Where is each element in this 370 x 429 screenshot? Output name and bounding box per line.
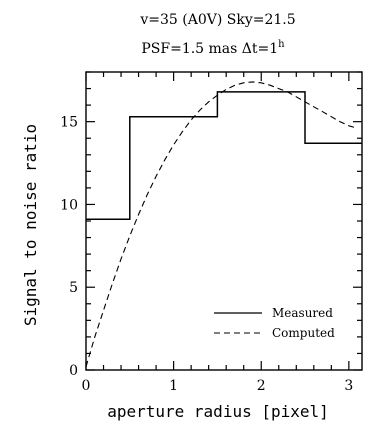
series-computed-line — [85, 81, 358, 367]
x-axis-label: aperture radius [pixel] — [107, 402, 329, 421]
legend-computed-label: Computed — [272, 326, 335, 340]
header-line-2: PSF=1.5 mas Δt=1h — [141, 39, 285, 57]
y-tick-label: 15 — [60, 115, 78, 131]
x-tick-label: 0 — [82, 378, 91, 394]
y-tick-label: 5 — [69, 280, 78, 296]
y-tick-label: 0 — [69, 363, 78, 379]
y-tick-label: 10 — [60, 197, 78, 213]
x-tick-label: 3 — [344, 378, 353, 394]
x-tick-label: 2 — [257, 378, 266, 394]
header-line-2-superscript: h — [278, 39, 285, 50]
x-tick-label: 1 — [169, 378, 178, 394]
legend-measured-label: Measured — [272, 306, 333, 320]
y-axis-label: Signal to noise ratio — [21, 124, 40, 326]
header-line-1: v=35 (A0V) Sky=21.5 — [139, 12, 295, 28]
series-measured-line — [86, 91, 362, 221]
header-line-2-text: PSF=1.5 mas Δt=1 — [141, 41, 278, 57]
